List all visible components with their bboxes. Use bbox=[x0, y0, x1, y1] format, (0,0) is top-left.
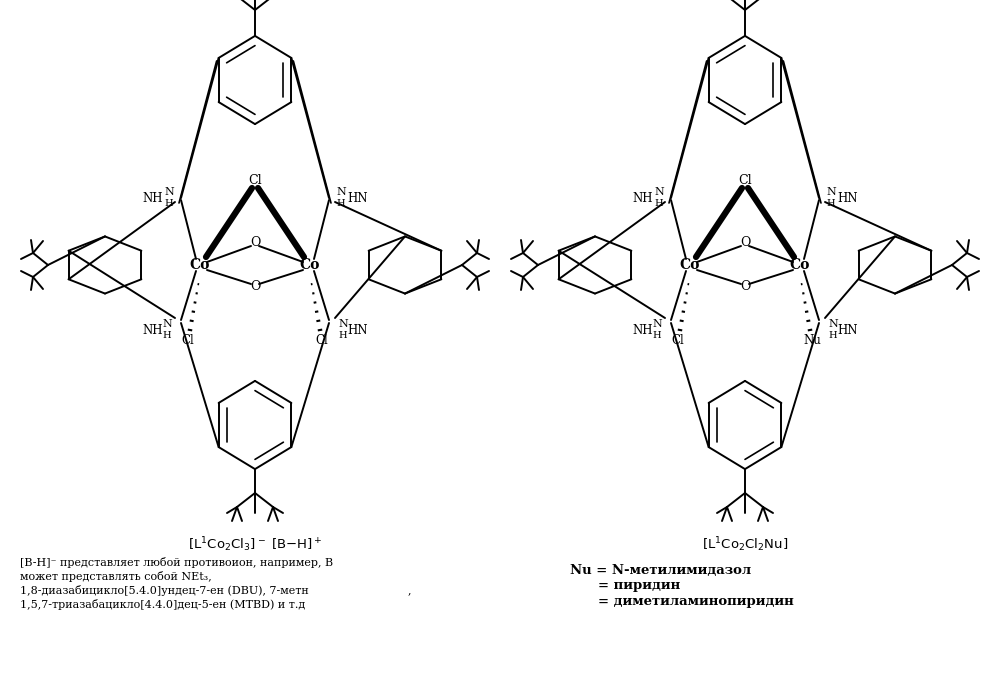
Text: O: O bbox=[250, 236, 260, 250]
Text: O: O bbox=[250, 280, 260, 294]
Text: N: N bbox=[336, 187, 346, 197]
Text: может представлять собой NEt₃,: может представлять собой NEt₃, bbox=[20, 570, 212, 582]
Text: HN: HN bbox=[837, 192, 857, 205]
Text: = диметиламинопиридин: = диметиламинопиридин bbox=[598, 596, 794, 609]
Text: Cl: Cl bbox=[316, 335, 329, 347]
Text: NH: NH bbox=[632, 192, 653, 205]
Text: H: H bbox=[827, 199, 835, 208]
Text: = пиридин: = пиридин bbox=[598, 579, 680, 593]
Text: Cl: Cl bbox=[671, 335, 684, 347]
Text: N: N bbox=[828, 319, 838, 329]
Text: ,: , bbox=[408, 585, 412, 595]
Text: H: H bbox=[652, 331, 661, 340]
Text: Co: Co bbox=[190, 258, 210, 272]
Text: Cl: Cl bbox=[738, 173, 752, 187]
Text: H: H bbox=[829, 331, 837, 340]
Text: Co: Co bbox=[679, 258, 700, 272]
Text: NH: NH bbox=[632, 324, 653, 336]
Text: N: N bbox=[164, 187, 174, 197]
Text: Cl: Cl bbox=[248, 173, 262, 187]
Text: HN: HN bbox=[837, 324, 857, 336]
Text: Nu = N-метилимидазол: Nu = N-метилимидазол bbox=[570, 563, 751, 577]
Text: HN: HN bbox=[347, 324, 368, 336]
Text: H: H bbox=[339, 331, 348, 340]
Text: H: H bbox=[163, 331, 171, 340]
Text: 1,5,7-триазабацикло[4.4.0]дец-5-ен (MTBD) и т.д: 1,5,7-триазабацикло[4.4.0]дец-5-ен (MTBD… bbox=[20, 598, 306, 610]
Text: H: H bbox=[165, 199, 173, 208]
Text: O: O bbox=[740, 236, 750, 250]
Text: N: N bbox=[654, 187, 664, 197]
Text: NH: NH bbox=[143, 324, 163, 336]
Text: Co: Co bbox=[790, 258, 810, 272]
Text: [B-H]⁻ представляет любой противоион, например, B: [B-H]⁻ представляет любой противоион, на… bbox=[20, 556, 333, 568]
Text: O: O bbox=[740, 280, 750, 294]
Text: N: N bbox=[162, 319, 172, 329]
Text: $[\mathrm{L}^1\mathrm{Co}_2\mathrm{Cl}_3]^-\ [\mathrm{B{-}H}]^+$: $[\mathrm{L}^1\mathrm{Co}_2\mathrm{Cl}_3… bbox=[188, 535, 323, 554]
Text: Nu: Nu bbox=[803, 335, 821, 347]
Text: N: N bbox=[652, 319, 662, 329]
Text: N: N bbox=[826, 187, 836, 197]
Text: N: N bbox=[338, 319, 348, 329]
Text: HN: HN bbox=[347, 192, 368, 205]
Text: $[\mathrm{L}^1\mathrm{Co}_2\mathrm{Cl}_2\mathrm{Nu}]$: $[\mathrm{L}^1\mathrm{Co}_2\mathrm{Cl}_2… bbox=[702, 535, 788, 554]
Text: H: H bbox=[337, 199, 346, 208]
Text: Co: Co bbox=[300, 258, 321, 272]
Text: Cl: Cl bbox=[182, 335, 195, 347]
Text: 1,8-диазабицикло[5.4.0]ундец-7-ен (DBU), 7-метн: 1,8-диазабицикло[5.4.0]ундец-7-ен (DBU),… bbox=[20, 584, 309, 596]
Text: H: H bbox=[654, 199, 663, 208]
Text: NH: NH bbox=[143, 192, 163, 205]
